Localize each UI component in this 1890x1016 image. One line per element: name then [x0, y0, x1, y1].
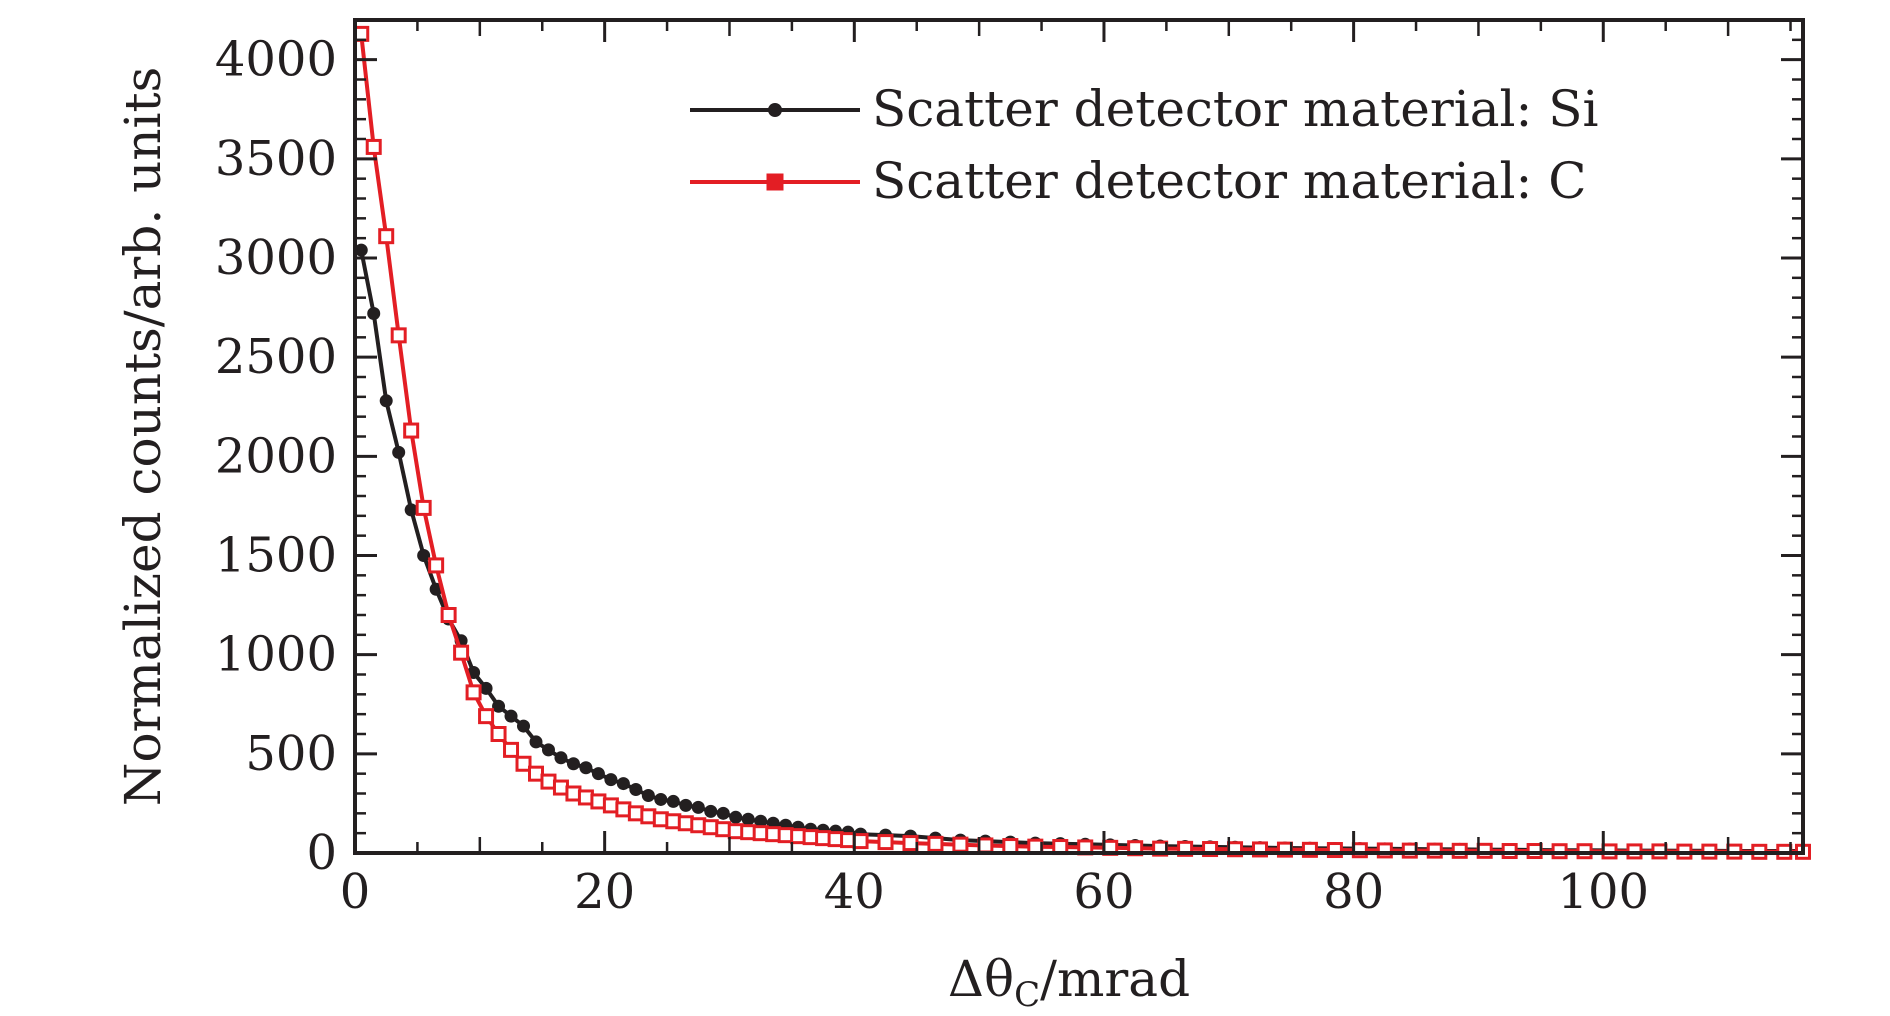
- legend-item: Scatter detector material: Si: [690, 80, 1599, 138]
- data-point: [453, 644, 470, 661]
- data-point: [1002, 838, 1019, 855]
- data-point: [1451, 842, 1468, 859]
- y-tick-label: 3000: [215, 230, 337, 286]
- data-point: [404, 503, 418, 517]
- x-tick-label: 60: [1073, 864, 1134, 920]
- data-point: [579, 761, 593, 775]
- data-point: [515, 755, 532, 772]
- y-tick-label: 2000: [215, 428, 337, 484]
- data-point: [479, 681, 493, 695]
- data-point: [691, 800, 705, 814]
- data-point: [629, 783, 643, 797]
- data-point: [902, 835, 919, 852]
- data-point: [517, 719, 531, 733]
- legend-item: Scatter detector material: C: [690, 152, 1587, 210]
- data-point: [354, 243, 368, 257]
- data-point: [604, 773, 618, 787]
- data-point: [415, 499, 432, 516]
- data-point: [392, 445, 406, 459]
- data-point: [490, 726, 507, 742]
- y-tick-label: 500: [245, 726, 337, 782]
- data-point: [1426, 842, 1443, 859]
- legend-label: Scatter detector material: C: [872, 152, 1587, 210]
- data-point: [927, 835, 944, 852]
- y-tick-label: 3500: [215, 131, 337, 187]
- x-tick-label: 80: [1323, 864, 1384, 920]
- x-tick-label: 20: [574, 864, 635, 920]
- y-axis-title: Normalized counts/arb. units: [114, 67, 172, 807]
- data-point: [654, 792, 668, 806]
- data-point: [403, 422, 420, 439]
- data-point: [390, 327, 407, 344]
- y-tick-label: 4000: [215, 32, 337, 88]
- data-point: [729, 810, 743, 824]
- plot-frame: [353, 18, 1805, 855]
- legend-marker: [768, 103, 782, 117]
- x-axis-title-prefix: Δθ: [948, 950, 1014, 1008]
- data-point: [1476, 842, 1493, 859]
- data-point: [566, 757, 580, 771]
- x-tick-label: 100: [1557, 864, 1649, 920]
- data-point: [666, 794, 680, 808]
- x-tick-label: 40: [824, 864, 885, 920]
- data-point: [716, 806, 730, 820]
- data-point: [503, 741, 520, 758]
- series-circle: [354, 243, 1810, 858]
- data-point: [641, 788, 655, 802]
- x-axis-title-subscript: C: [1014, 975, 1040, 1015]
- data-point: [478, 708, 495, 725]
- data-point: [492, 699, 506, 713]
- data-point: [741, 812, 755, 826]
- data-point: [1401, 842, 1418, 859]
- legend-marker: [766, 173, 784, 191]
- series-square: [353, 25, 1811, 860]
- data-point: [616, 777, 630, 791]
- data-point: [704, 804, 718, 818]
- data-point: [529, 735, 543, 749]
- data-point: [367, 307, 381, 321]
- data-point: [428, 557, 445, 574]
- data-point: [379, 394, 393, 408]
- data-point: [417, 549, 431, 562]
- y-tick-label: 1000: [215, 627, 337, 683]
- x-tick-label: 0: [340, 864, 371, 920]
- data-point: [977, 837, 994, 854]
- data-point: [541, 743, 555, 757]
- legend: Scatter detector material: Si Scatter det…: [690, 80, 1599, 210]
- data-point: [679, 798, 693, 812]
- y-tick-label: 1500: [215, 528, 337, 584]
- legend-label: Scatter detector material: Si: [872, 80, 1599, 138]
- data-point: [952, 836, 969, 853]
- data-point: [378, 228, 395, 245]
- data-point: [365, 138, 382, 155]
- data-point: [554, 751, 568, 765]
- data-point: [440, 607, 457, 623]
- data-point: [852, 833, 869, 850]
- x-axis-title-suffix: /mrad: [1040, 950, 1190, 1008]
- data-point: [591, 767, 605, 781]
- y-tick-label: 0: [306, 825, 337, 881]
- data-point: [465, 684, 482, 701]
- x-axis-title: ΔθC/mrad: [948, 950, 1190, 1015]
- data-point: [754, 814, 768, 828]
- y-tick-label: 2500: [215, 329, 337, 385]
- ticks-layer: 0 20 40 60 80 1000500100015002000250030003500…: [215, 20, 1803, 920]
- data-point: [504, 709, 518, 723]
- data-point: [877, 834, 894, 851]
